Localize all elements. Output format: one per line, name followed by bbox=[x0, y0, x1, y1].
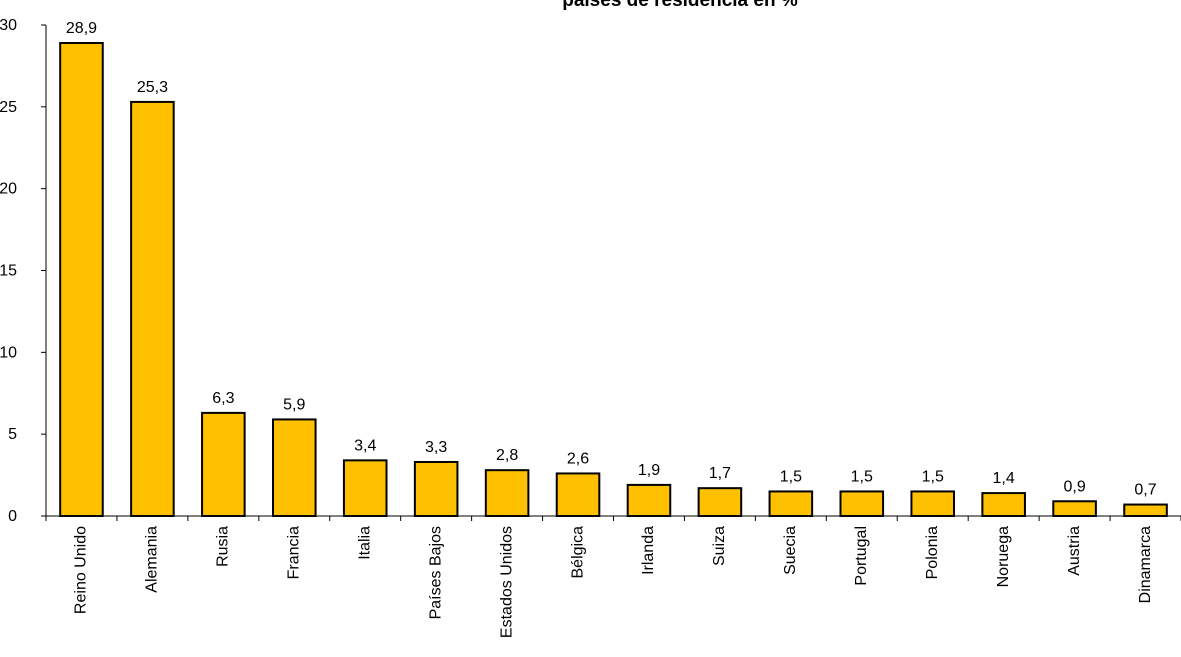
value-label: 6,3 bbox=[212, 390, 234, 407]
category-label: Austria bbox=[1066, 526, 1083, 576]
value-label: 2,8 bbox=[496, 447, 518, 464]
bar[interactable] bbox=[555, 472, 601, 517]
category-label: Reino Unido bbox=[73, 526, 90, 614]
category-label: Suecia bbox=[782, 526, 799, 575]
bar[interactable] bbox=[342, 459, 388, 517]
value-label: 0,7 bbox=[1134, 482, 1156, 499]
value-label: 3,3 bbox=[425, 439, 447, 456]
bar[interactable] bbox=[484, 469, 530, 518]
category-label: Suiza bbox=[711, 526, 728, 566]
bar[interactable] bbox=[413, 460, 459, 517]
category-label: Italia bbox=[356, 526, 373, 560]
value-label: 1,4 bbox=[993, 470, 1015, 487]
category-label: Bélgica bbox=[569, 526, 586, 579]
y-tick-label: 0 bbox=[8, 508, 17, 525]
bar[interactable] bbox=[1052, 500, 1097, 517]
value-label: 1,9 bbox=[638, 462, 660, 479]
value-label: 0,9 bbox=[1063, 478, 1085, 495]
bar[interactable] bbox=[910, 490, 955, 518]
bar[interactable] bbox=[626, 483, 672, 517]
y-tick-label: 15 bbox=[0, 263, 17, 280]
value-label: 5,9 bbox=[283, 396, 305, 413]
value-label: 25,3 bbox=[137, 79, 168, 96]
y-tick-label: 10 bbox=[0, 344, 17, 361]
category-label: Polonia bbox=[924, 526, 941, 579]
y-tick-label: 20 bbox=[0, 181, 17, 198]
y-tick-label: 5 bbox=[8, 426, 17, 443]
value-label: 28,9 bbox=[66, 20, 97, 37]
category-label: Irlanda bbox=[640, 526, 657, 575]
value-label: 1,5 bbox=[851, 468, 873, 485]
bar[interactable] bbox=[201, 411, 246, 518]
y-tick-label: 30 bbox=[0, 17, 17, 34]
value-label: 3,4 bbox=[354, 437, 376, 454]
bar[interactable] bbox=[59, 42, 104, 518]
bar[interactable] bbox=[768, 490, 814, 518]
bar[interactable] bbox=[272, 418, 317, 518]
category-label: Noruega bbox=[995, 526, 1012, 587]
category-label: Alemania bbox=[144, 526, 161, 593]
bar[interactable] bbox=[981, 492, 1026, 518]
value-label: 1,5 bbox=[922, 468, 944, 485]
bar[interactable] bbox=[697, 487, 743, 517]
bar[interactable] bbox=[130, 100, 175, 517]
bar[interactable] bbox=[839, 490, 885, 518]
category-label: Rusia bbox=[215, 526, 232, 567]
chart-title: países de residencia en % bbox=[562, 0, 798, 11]
value-label: 1,7 bbox=[709, 465, 731, 482]
value-label: 1,5 bbox=[780, 468, 802, 485]
category-label: Países Bajos bbox=[427, 526, 444, 619]
category-label: Dinamarca bbox=[1137, 526, 1154, 603]
value-label: 2,6 bbox=[567, 450, 589, 467]
category-label: Francia bbox=[286, 526, 303, 579]
category-label: Estados Unidos bbox=[498, 526, 515, 638]
y-tick-label: 25 bbox=[0, 99, 17, 116]
bar[interactable] bbox=[1123, 503, 1168, 518]
category-label: Portugal bbox=[853, 526, 870, 586]
